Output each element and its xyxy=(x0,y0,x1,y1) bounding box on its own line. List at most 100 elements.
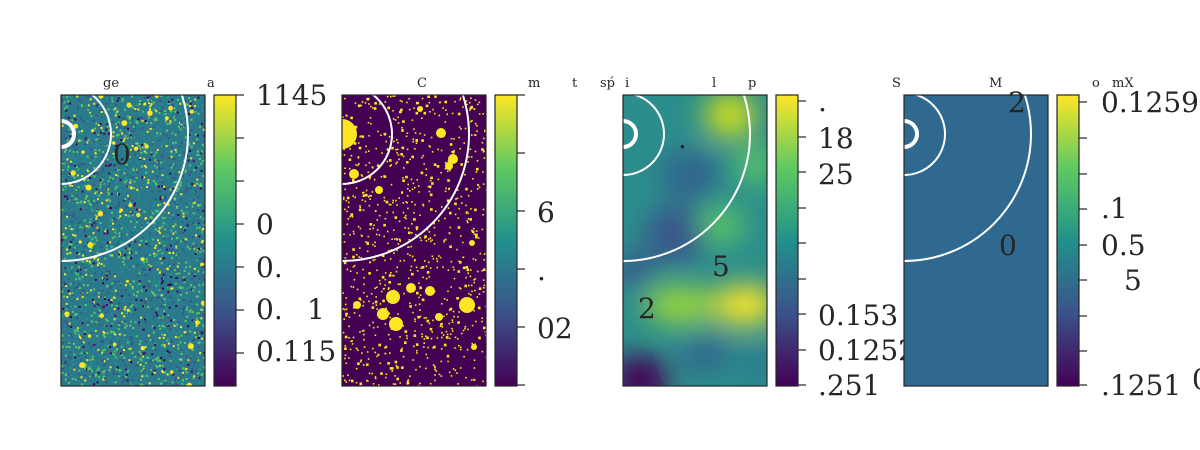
noise-speck xyxy=(89,98,92,101)
mask-speck xyxy=(433,243,436,245)
noise-speck xyxy=(135,335,138,338)
noise-speck xyxy=(136,264,139,267)
mask-speck xyxy=(352,266,355,268)
noise-speck xyxy=(134,320,137,322)
mask-speck xyxy=(386,95,389,98)
mask-speck xyxy=(343,318,345,320)
noise-speck xyxy=(153,101,155,104)
noise-speck xyxy=(185,266,187,269)
noise-speck xyxy=(120,354,123,357)
mask-speck xyxy=(391,370,394,372)
noise-speck xyxy=(150,216,153,219)
noise-speck xyxy=(169,120,172,123)
mask-speck xyxy=(478,113,481,115)
noise-speck xyxy=(108,185,111,188)
noise-speck xyxy=(107,194,110,197)
noise-speck xyxy=(82,355,85,358)
noise-speck xyxy=(165,307,168,310)
mask-speck xyxy=(348,337,350,339)
noise-speck xyxy=(66,321,69,324)
noise-speck xyxy=(170,146,173,148)
mask-speck xyxy=(402,120,405,123)
noise-speck xyxy=(167,324,170,327)
noise-speck xyxy=(153,97,156,100)
mask-speck xyxy=(471,342,473,345)
noise-speck xyxy=(140,117,143,120)
noise-speck xyxy=(75,135,78,138)
mask-speck xyxy=(390,272,392,274)
mask-speck xyxy=(352,230,355,233)
noise-speck xyxy=(162,303,164,306)
mask-speck xyxy=(446,333,449,336)
noise-speck xyxy=(197,201,200,204)
noise-speck xyxy=(104,143,107,146)
noise-speck xyxy=(165,107,168,109)
mask-speck xyxy=(386,211,388,214)
noise-speck xyxy=(63,267,66,270)
noise-speck xyxy=(78,357,81,359)
noise-speck xyxy=(124,324,127,327)
mask-speck xyxy=(470,190,473,192)
noise-speck xyxy=(154,228,157,231)
noise-speck xyxy=(127,341,129,344)
mask-speck xyxy=(413,212,415,214)
noise-speck xyxy=(158,138,161,141)
mask-speck xyxy=(344,335,348,339)
noise-speck xyxy=(122,250,125,252)
mask-speck xyxy=(392,274,394,277)
mask-speck xyxy=(372,243,374,246)
noise-speck xyxy=(128,117,131,120)
noise-speck xyxy=(138,272,141,275)
mask-speck xyxy=(432,347,434,349)
mask-speck xyxy=(375,296,377,298)
noise-speck xyxy=(67,103,70,105)
mask-speck xyxy=(406,335,408,337)
noise-speck xyxy=(194,253,197,255)
noise-speck xyxy=(151,209,154,212)
noise-speck xyxy=(182,309,185,312)
noise-speck xyxy=(172,218,175,221)
mask-speck xyxy=(425,265,428,268)
noise-speck xyxy=(93,288,96,291)
noise-speck xyxy=(106,310,109,313)
noise-speck xyxy=(142,371,145,374)
noise-speck xyxy=(157,273,160,276)
noise-speck xyxy=(106,332,109,335)
noise-speck xyxy=(114,114,117,117)
noise-speck xyxy=(150,129,153,132)
mask-speck xyxy=(421,333,423,335)
noise-speck xyxy=(108,369,111,372)
noise-speck xyxy=(172,251,175,254)
noise-speck xyxy=(145,161,148,164)
noise-speck xyxy=(176,187,179,190)
noise-speck xyxy=(92,253,94,256)
noise-speck xyxy=(187,363,190,366)
noise-speck xyxy=(130,105,133,108)
noise-speck xyxy=(107,108,110,111)
mask-speck xyxy=(399,99,402,102)
noise-speck xyxy=(102,359,105,362)
noise-speck xyxy=(84,355,87,358)
noise-speck xyxy=(130,343,133,346)
noise-speck xyxy=(131,231,133,234)
noise-speck xyxy=(115,183,118,186)
noise-speck xyxy=(113,318,116,321)
noise-speck xyxy=(75,217,78,220)
mask-speck xyxy=(473,134,476,136)
noise-source xyxy=(111,141,116,145)
noise-speck xyxy=(114,317,117,320)
noise-speck xyxy=(135,294,138,297)
mask-speck xyxy=(399,336,401,338)
mask-speck xyxy=(429,240,432,243)
noise-speck xyxy=(79,337,82,340)
mask-speck xyxy=(403,167,405,169)
mask-speck xyxy=(453,277,456,280)
noise-speck xyxy=(173,107,176,110)
noise-speck xyxy=(67,324,70,327)
noise-speck xyxy=(197,335,200,337)
noise-speck xyxy=(87,139,90,142)
noise-speck xyxy=(131,176,134,179)
noise-speck xyxy=(103,355,106,358)
noise-speck xyxy=(138,145,141,147)
mask-speck xyxy=(460,128,462,130)
